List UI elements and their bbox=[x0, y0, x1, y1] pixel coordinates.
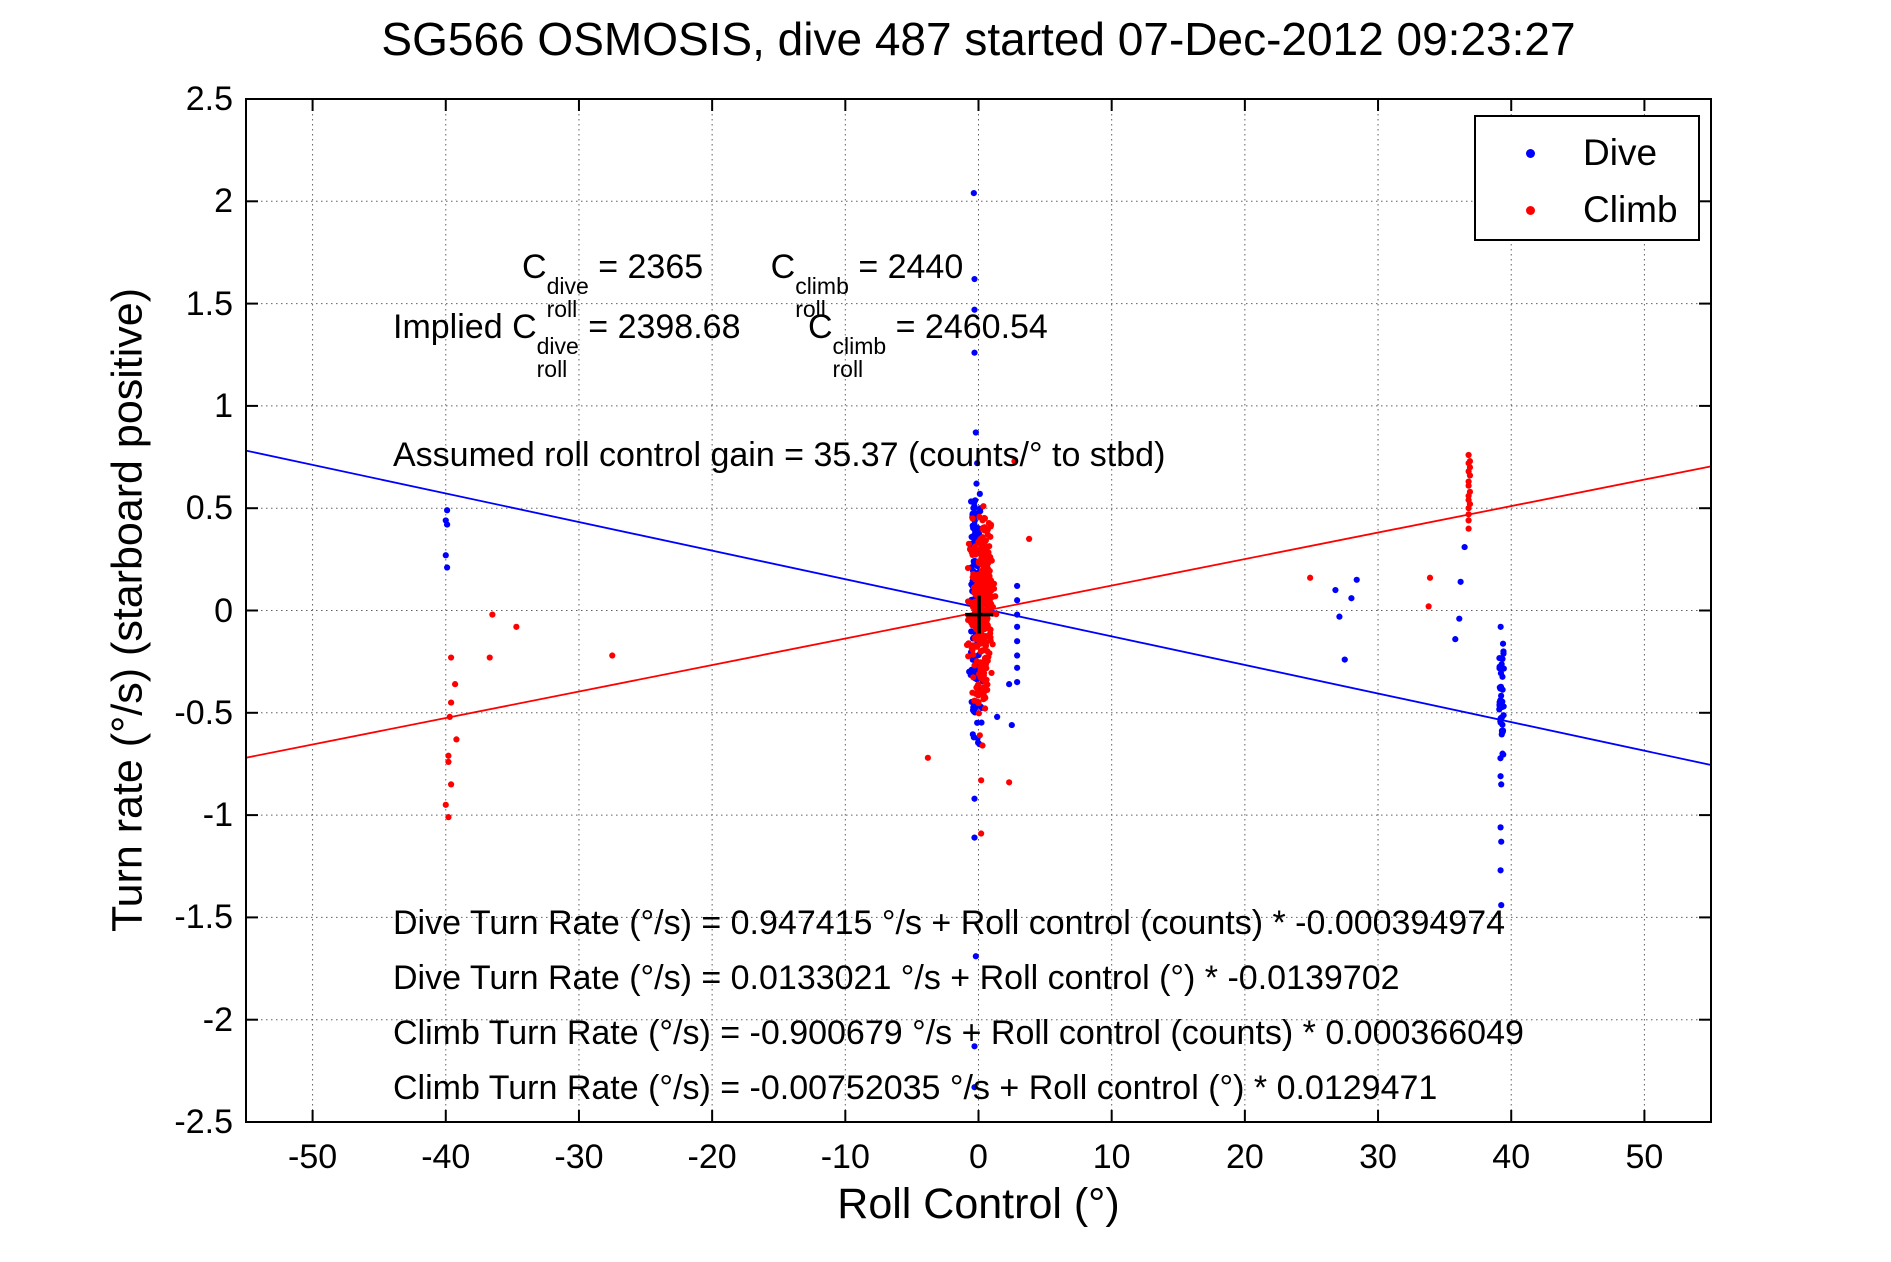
y-tick-label: 1 bbox=[214, 386, 233, 425]
dive-counts-equation: Dive Turn Rate (°/s) = 0.947415 °/s + Ro… bbox=[393, 904, 1506, 942]
c-roll-climb-value: = 2440 bbox=[858, 248, 964, 286]
y-tick-label: 2.5 bbox=[185, 80, 233, 118]
x-tick-label: 30 bbox=[1359, 1138, 1397, 1176]
x-tick-label: -30 bbox=[554, 1138, 604, 1176]
x-tick-label: 20 bbox=[1225, 1138, 1264, 1176]
origin-cross-marker bbox=[965, 595, 994, 634]
y-tick-label: -2 bbox=[202, 1000, 233, 1039]
c-roll-dive-value: = 2365 bbox=[598, 248, 704, 286]
legend-label-climb: Climb bbox=[1583, 189, 1678, 230]
y-tick-label: 0 bbox=[214, 591, 233, 630]
x-tick-label: 0 bbox=[969, 1138, 988, 1176]
implied-c-roll-climb-value: = 2460.54 bbox=[895, 308, 1048, 346]
implied-c-roll-dive-value: = 2398.68 bbox=[588, 308, 741, 346]
tick-marks bbox=[246, 98, 1711, 1123]
gain-annotation: Assumed roll control gain = 35.37 (count… bbox=[393, 436, 1166, 474]
x-tick-label: -20 bbox=[687, 1138, 737, 1176]
dive-degrees-equation: Dive Turn Rate (°/s) = 0.0133021 °/s + R… bbox=[393, 959, 1400, 997]
implied-prefix: Implied bbox=[393, 308, 503, 346]
y-tick-label: 0.5 bbox=[185, 489, 233, 528]
legend-entry-climb: Climb bbox=[1476, 180, 1698, 240]
plot-title: SG566 OSMOSIS, dive 487 started 07-Dec-2… bbox=[381, 13, 1576, 65]
climb-counts-equation: Climb Turn Rate (°/s) = -0.900679 °/s + … bbox=[393, 1014, 1524, 1052]
climb-degrees-equation: Climb Turn Rate (°/s) = -0.00752035 °/s … bbox=[393, 1069, 1438, 1107]
legend: Dive Climb bbox=[1474, 115, 1700, 241]
climb-marker-icon bbox=[1526, 205, 1535, 215]
legend-label-dive: Dive bbox=[1583, 132, 1658, 173]
x-tick-label: -40 bbox=[421, 1138, 471, 1176]
y-tick-label: -1 bbox=[202, 796, 233, 835]
x-axis-label: Roll Control (°) bbox=[837, 1180, 1120, 1228]
y-tick-label: -2.5 bbox=[174, 1103, 233, 1141]
legend-entry-dive: Dive bbox=[1476, 123, 1698, 183]
y-tick-label: 1.5 bbox=[185, 284, 233, 323]
climb-points bbox=[442, 451, 1474, 837]
x-tick-label: -50 bbox=[288, 1138, 338, 1176]
x-tick-label: -10 bbox=[820, 1138, 870, 1176]
dive-marker-icon bbox=[1526, 148, 1535, 158]
y-tick-label: 2 bbox=[214, 182, 233, 221]
y-tick-label: -1.5 bbox=[174, 898, 233, 937]
x-tick-label: 50 bbox=[1625, 1138, 1664, 1176]
axes-box bbox=[245, 98, 1712, 1123]
y-tick-label: -0.5 bbox=[174, 693, 233, 732]
x-tick-label: 10 bbox=[1092, 1138, 1131, 1176]
x-tick-label: 40 bbox=[1492, 1138, 1531, 1176]
